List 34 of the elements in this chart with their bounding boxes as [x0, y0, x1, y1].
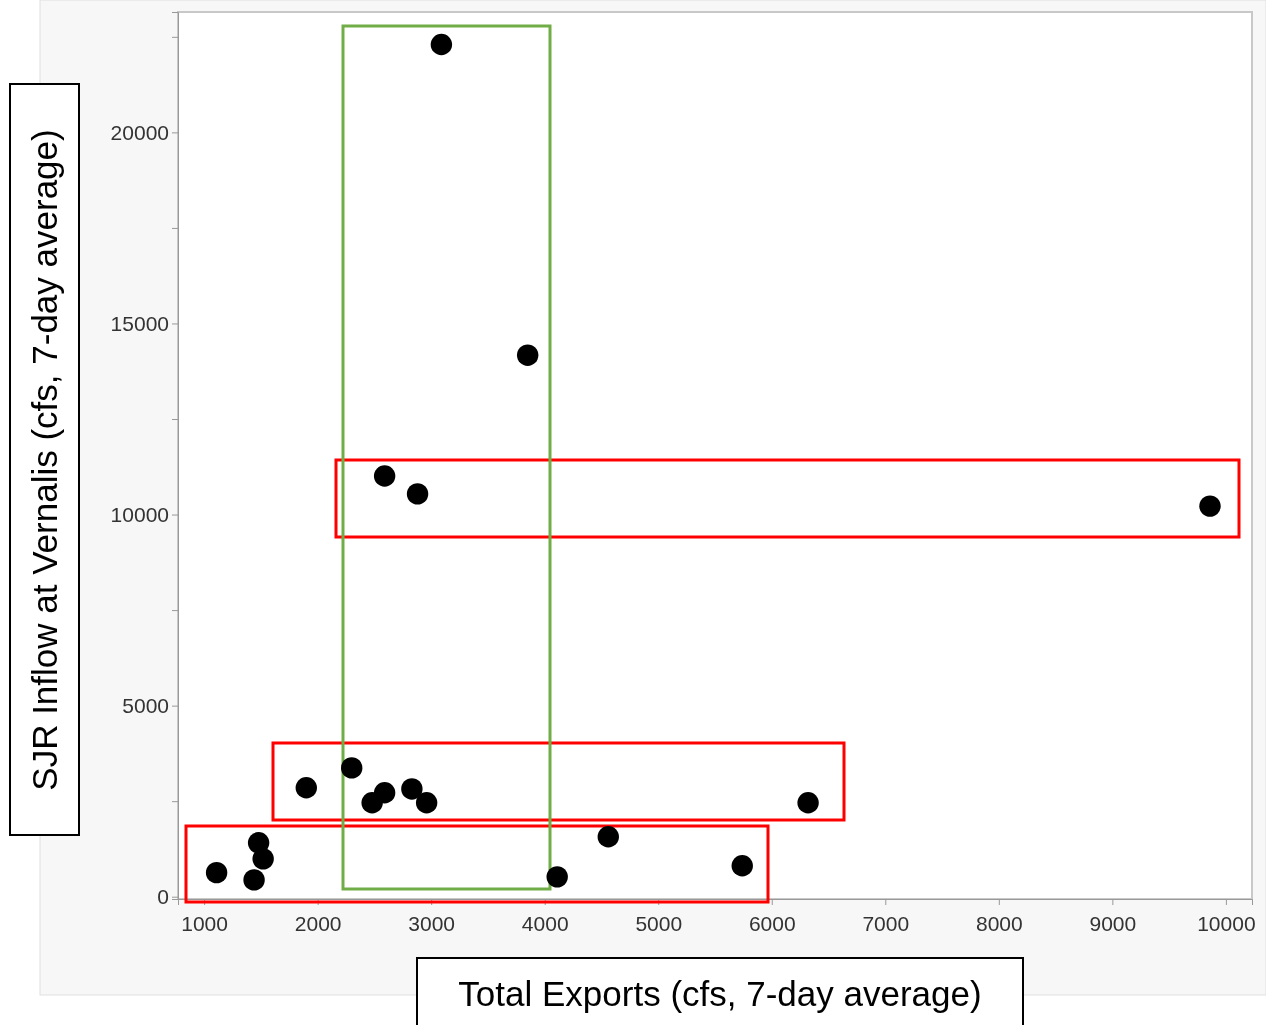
point: [415, 792, 438, 814]
point: [597, 826, 619, 848]
x-tick-label: 1000: [181, 912, 228, 936]
y-tick-label: 20000: [110, 120, 169, 144]
point: [546, 866, 568, 888]
point: [252, 848, 274, 870]
x-tick-label: 10000: [1197, 912, 1256, 936]
y-tick-label: 0: [157, 884, 169, 908]
x-tick-label: 9000: [1089, 912, 1137, 936]
point: [1199, 495, 1221, 517]
x-tick-label: 8000: [975, 912, 1023, 936]
point: [243, 869, 265, 891]
point: [373, 465, 396, 487]
point: [797, 792, 819, 814]
y-tick-label: 10000: [110, 502, 169, 526]
point: [295, 777, 317, 799]
y-tick-label: 5000: [122, 693, 169, 717]
point: [401, 778, 423, 800]
x-tick-label: 5000: [635, 912, 683, 936]
point: [516, 344, 539, 366]
y-tick-label: 15000: [110, 311, 169, 335]
x-tick-label: 2000: [294, 912, 342, 936]
point: [731, 855, 753, 877]
point: [341, 757, 363, 779]
point: [430, 33, 453, 56]
x-tick-label: 7000: [862, 912, 910, 936]
x-axis-title: Total Exports (cfs, 7-day average): [458, 974, 982, 1013]
x-tick-label: 4000: [521, 912, 569, 936]
point: [205, 861, 228, 884]
point: [361, 792, 383, 814]
point: [406, 483, 429, 505]
x-tick-label: 6000: [748, 912, 796, 936]
x-tick-label: 3000: [408, 912, 456, 936]
y-axis-title: SJR Inflow at Vernalis (cfs, 7-day average): [25, 129, 64, 791]
